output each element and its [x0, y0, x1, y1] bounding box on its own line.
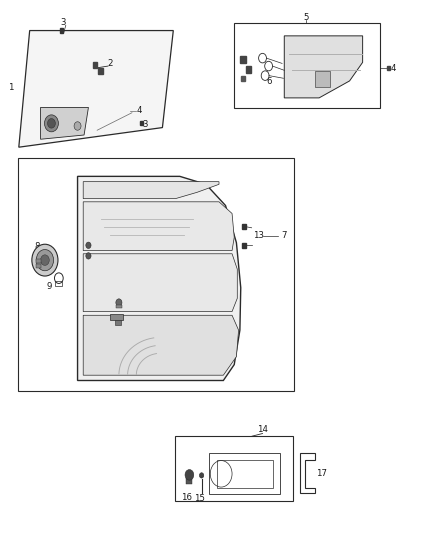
Polygon shape — [19, 30, 173, 147]
Bar — [186, 478, 192, 484]
Text: 3: 3 — [143, 120, 148, 129]
Bar — [242, 224, 246, 229]
Bar — [60, 28, 63, 33]
Circle shape — [45, 115, 58, 132]
Bar — [116, 319, 120, 325]
Text: 6: 6 — [266, 77, 272, 86]
Text: 17: 17 — [316, 469, 327, 478]
Bar — [55, 281, 62, 286]
Circle shape — [74, 122, 81, 130]
Circle shape — [32, 244, 58, 276]
Bar — [242, 243, 246, 248]
Text: 2: 2 — [107, 60, 113, 68]
Bar — [140, 121, 143, 125]
Text: 9: 9 — [46, 281, 52, 290]
Polygon shape — [78, 176, 241, 381]
Bar — [92, 62, 97, 68]
Bar — [387, 66, 390, 70]
Bar — [176, 436, 293, 501]
Text: 4: 4 — [137, 106, 142, 115]
Text: 15: 15 — [194, 494, 205, 503]
Circle shape — [116, 299, 122, 306]
Bar — [246, 66, 251, 72]
Circle shape — [185, 470, 194, 480]
Circle shape — [36, 249, 53, 271]
Text: 11: 11 — [122, 318, 133, 327]
Bar — [98, 68, 103, 74]
Text: 14: 14 — [257, 425, 268, 434]
Text: 13: 13 — [253, 231, 264, 240]
Bar — [315, 71, 330, 87]
Text: 10: 10 — [105, 298, 116, 308]
Bar — [36, 264, 42, 268]
Polygon shape — [83, 316, 239, 375]
Text: 5: 5 — [303, 13, 309, 22]
Bar — [241, 76, 245, 82]
Polygon shape — [83, 182, 219, 199]
Text: 16: 16 — [181, 492, 192, 502]
Bar — [240, 56, 246, 63]
Circle shape — [86, 242, 91, 248]
Text: 12: 12 — [91, 257, 102, 266]
Circle shape — [47, 118, 55, 128]
Text: 7: 7 — [281, 231, 286, 240]
Text: 4: 4 — [390, 64, 396, 72]
Bar — [36, 259, 42, 263]
Bar — [18, 158, 294, 391]
Polygon shape — [41, 108, 88, 139]
Circle shape — [199, 473, 204, 478]
Text: 8: 8 — [34, 243, 40, 252]
Circle shape — [86, 253, 91, 259]
Polygon shape — [83, 254, 237, 312]
Bar — [110, 314, 123, 319]
Bar — [234, 22, 380, 109]
Polygon shape — [83, 202, 234, 251]
Bar — [116, 305, 121, 309]
Circle shape — [41, 255, 49, 265]
Text: 1: 1 — [8, 83, 14, 92]
Polygon shape — [284, 36, 363, 98]
Text: 3: 3 — [60, 18, 66, 27]
